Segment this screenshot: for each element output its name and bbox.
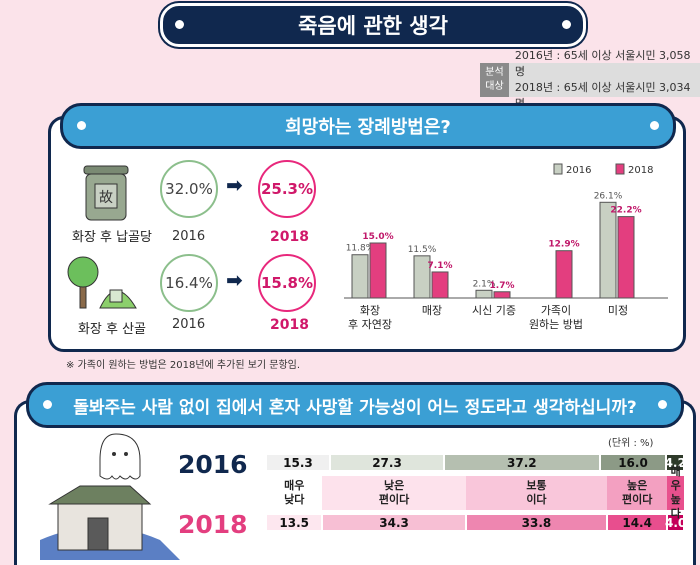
category-label: 후 자연장 xyxy=(348,318,392,331)
category-label: 화장 xyxy=(360,304,380,317)
stack-segment: 16.0 xyxy=(599,454,667,471)
stack-segment: 34.3 xyxy=(322,514,466,531)
data-label: 22.2% xyxy=(610,206,641,216)
bar xyxy=(599,201,617,299)
year-2016-big: 2016 xyxy=(178,450,248,479)
data-label: 11.5% xyxy=(408,245,437,255)
data-label: 2.1% xyxy=(473,279,496,289)
survey-meta: 분석 대상 2016년 : 65세 이상 서울시민 3,058명 2018년 :… xyxy=(480,49,700,110)
unit-label: (단위 : %) xyxy=(608,438,654,449)
year-2018-label: 2018 xyxy=(270,317,309,333)
bar xyxy=(351,254,369,299)
value-2018-scattering: 15.8% xyxy=(258,254,316,312)
meta-tag: 분석 대상 xyxy=(480,63,509,97)
category-label: 미정 xyxy=(608,304,628,317)
page-title: 죽음에 관한 생각 xyxy=(298,14,448,38)
bar xyxy=(493,291,511,299)
data-label: 26.1% xyxy=(594,191,623,201)
legend-swatch xyxy=(553,163,563,175)
category-label: 원하는 방법 xyxy=(529,317,583,331)
value-2018-columbarium: 25.3% xyxy=(258,160,316,218)
year-2016-label: 2016 xyxy=(172,317,206,332)
bar xyxy=(369,242,387,299)
bar xyxy=(555,250,573,299)
year-2018-label: 2018 xyxy=(270,229,309,245)
stack-segment: 14.4 xyxy=(607,514,668,531)
data-label: 12.9% xyxy=(548,240,579,250)
legend-label: 2018 xyxy=(628,165,653,176)
title-dot-right xyxy=(658,400,667,409)
year-2018-big: 2018 xyxy=(178,510,248,539)
stack-category-label: 매우 낮다 xyxy=(266,476,323,510)
meta-tag-2: 대상 xyxy=(485,81,504,92)
page-title-banner: 죽음에 관한 생각 xyxy=(160,3,586,47)
category-label: 시신 기증 xyxy=(472,304,516,317)
solitary-question: 돌봐주는 사람 없이 집에서 혼자 사망할 가능성이 어느 정도라고 생각하십니… xyxy=(73,397,637,418)
year-2016-label: 2016 xyxy=(172,229,206,244)
category-label: 가족이 xyxy=(541,304,571,317)
banner-dot-right xyxy=(562,20,571,29)
funeral-section-title: 희망하는 장례방법은? xyxy=(60,103,676,149)
title-dot-right xyxy=(650,121,659,130)
value-2016-columbarium: 32.0% xyxy=(160,160,218,218)
bar xyxy=(431,271,449,299)
funeral-question: 희망하는 장례방법은? xyxy=(285,117,451,138)
stack-segment: 13.5 xyxy=(266,514,323,531)
meta-line-2016: 2016년 : 65세 이상 서울시민 3,058명 xyxy=(514,49,691,78)
stack-category-label: 높은 편이다 xyxy=(607,476,668,510)
stack-segment: 15.3 xyxy=(266,454,330,471)
bar xyxy=(617,216,635,299)
urn-icon: 故 xyxy=(83,165,129,221)
legend-swatch xyxy=(615,163,625,175)
banner-dot-left xyxy=(175,20,184,29)
stack-segment: 4.2 xyxy=(664,454,686,471)
solitary-section-title: 돌봐주는 사람 없이 집에서 혼자 사망할 가능성이 어느 정도라고 생각하십니… xyxy=(26,382,684,428)
stack-segment: 27.3 xyxy=(329,454,445,471)
bar xyxy=(475,289,493,299)
item-label-columbarium: 화장 후 납골당 xyxy=(71,230,153,245)
title-dot-left xyxy=(77,121,86,130)
stack-category-label: 매우 높다 xyxy=(667,465,684,520)
data-label: 11.8% xyxy=(346,244,375,254)
bar xyxy=(413,255,431,299)
meta-lines: 2016년 : 65세 이상 서울시민 3,058명 2018년 : 65세 이… xyxy=(508,49,700,110)
value-2016-scattering: 16.4% xyxy=(160,254,218,312)
tree-icon xyxy=(67,256,137,309)
stack-segment: 4.0 xyxy=(665,514,687,531)
stack-category-label: 보통 이다 xyxy=(465,476,608,510)
stack-segment: 33.8 xyxy=(465,514,608,531)
ghost-house-icon xyxy=(40,433,180,560)
footnote: ※ 가족이 원하는 방법은 2018년에 추가된 보기 문항임. xyxy=(66,360,301,371)
meta-tag-1: 분석 xyxy=(485,67,504,78)
arrow-right-icon: ➡ xyxy=(226,268,243,292)
data-label: 15.0% xyxy=(362,232,393,242)
svg-text:故: 故 xyxy=(99,190,113,206)
funeral-bar-chart: 2016 2018 11.8% 15.0% 화장후 자연장 11.5% 7.1% 매장 2.1%… xyxy=(344,163,668,331)
data-label: 7.1% xyxy=(428,261,453,271)
title-dot-left xyxy=(43,400,52,409)
data-label: 1.7% xyxy=(490,281,515,291)
arrow-right-icon: ➡ xyxy=(226,173,243,197)
legend-label: 2016 xyxy=(566,165,591,176)
category-label: 매장 xyxy=(422,304,442,317)
stack-category-label: 낮은 편이다 xyxy=(322,476,466,510)
stack-segment: 37.2 xyxy=(444,454,600,471)
item-label-scattering: 화장 후 산골 xyxy=(77,322,147,337)
